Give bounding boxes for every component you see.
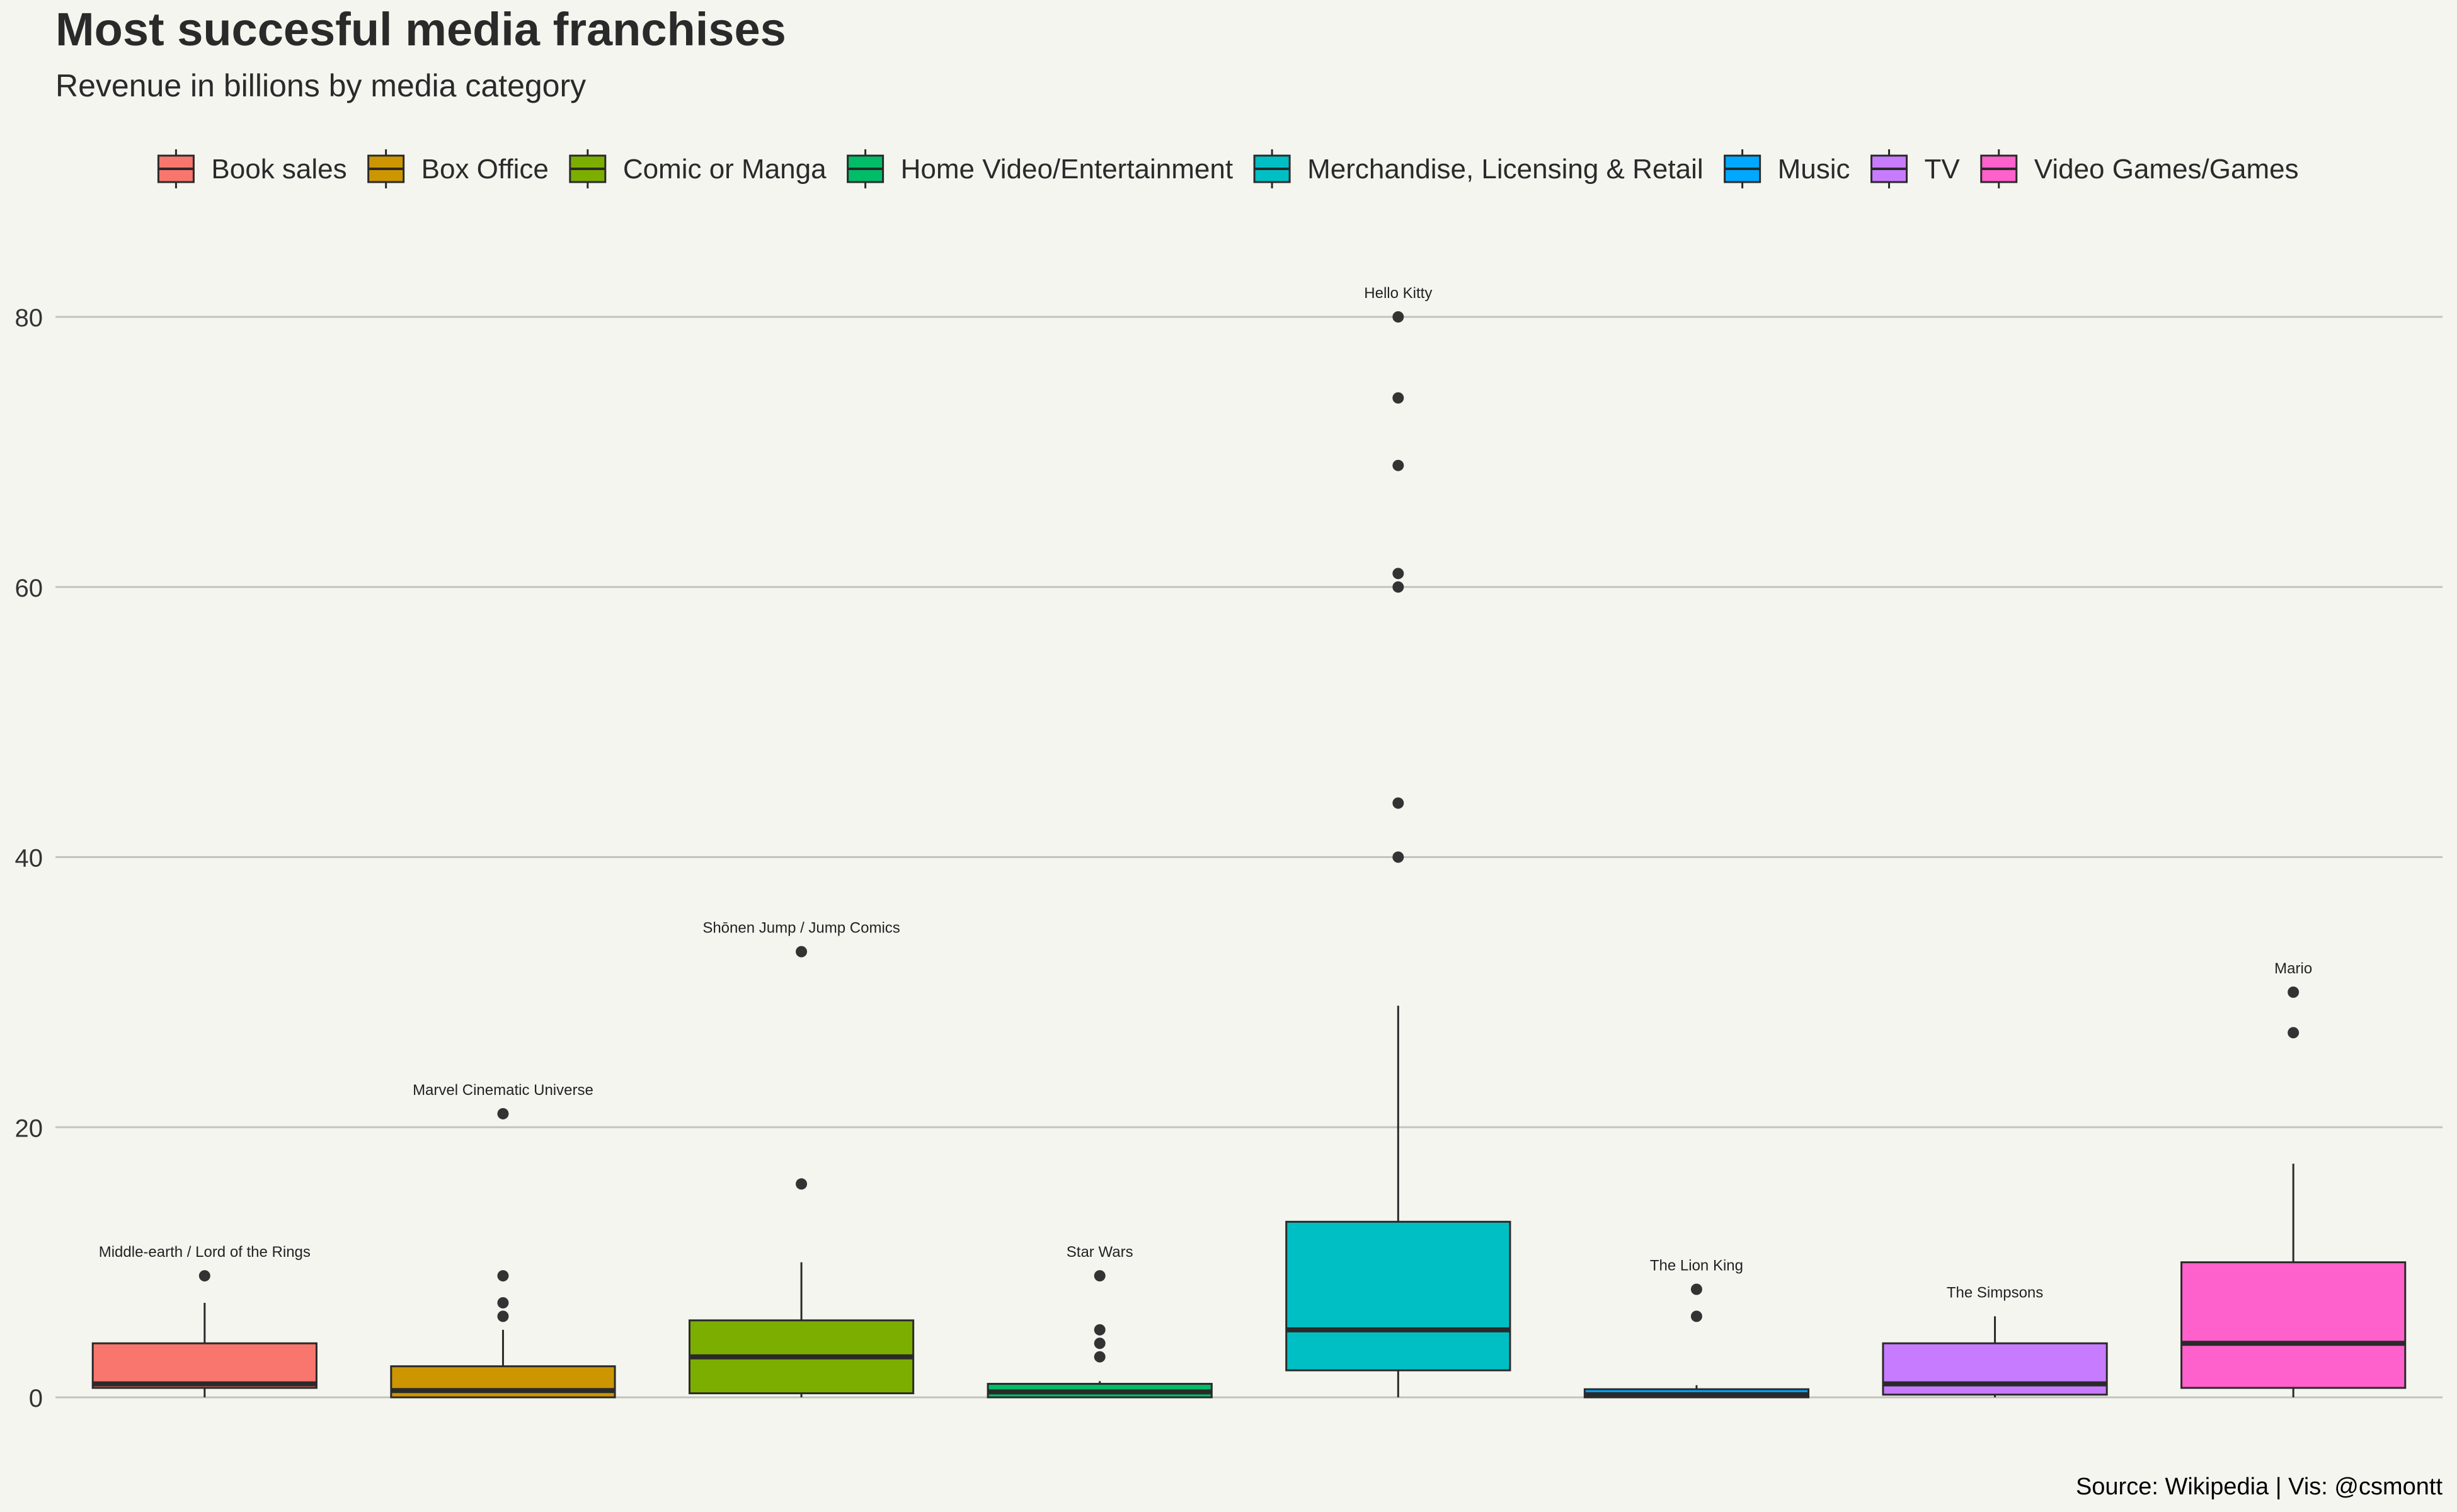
legend-item: TV: [1870, 149, 1961, 188]
franchise-label: Star Wars: [1067, 1244, 1133, 1261]
legend-item: Home Video/Entertainment: [847, 149, 1233, 188]
boxplots: [91, 311, 2407, 1399]
franchise-label: Shōnen Jump / Jump Comics: [702, 920, 900, 937]
outlier-point: [497, 1270, 509, 1282]
legend: Book sales Box Office Comic or Manga Home V…: [157, 149, 2299, 188]
y-tick-label: 20: [15, 1114, 43, 1142]
y-tick-label: 60: [15, 575, 43, 602]
legend-label: Book sales: [211, 154, 346, 185]
chart-subtitle: Revenue in billions by media category: [55, 68, 586, 103]
outlier-point: [497, 1108, 509, 1120]
legend-item: Merchandise, Licensing & Retail: [1253, 149, 1704, 188]
outlier-point: [1094, 1351, 1106, 1363]
outlier-point: [1392, 568, 1404, 580]
y-tick-label: 80: [15, 304, 43, 332]
chart-title: Most succesful media franchises: [55, 3, 786, 55]
y-tick-label: 0: [29, 1385, 43, 1412]
legend-label: Box Office: [421, 154, 549, 185]
box: [2180, 1261, 2407, 1389]
outlier-point: [1392, 851, 1404, 863]
legend-label: Comic or Manga: [623, 154, 827, 185]
outlier-point: [1094, 1324, 1106, 1336]
legend-item: Video Games/Games: [1980, 149, 2299, 188]
franchise-label: Marvel Cinematic Universe: [413, 1082, 593, 1099]
outlier-point: [497, 1310, 509, 1322]
franchise-label: Mario: [2274, 960, 2312, 977]
outlier-point: [1392, 797, 1404, 809]
outlier-point: [2288, 1027, 2300, 1039]
legend-item: Music: [1724, 149, 1850, 188]
outlier-point: [1392, 311, 1404, 323]
y-tick-label: 40: [15, 845, 43, 873]
outlier-point: [1392, 392, 1404, 404]
boxplot-group: [390, 1108, 616, 1399]
y-axis: 0 20 40 60 80: [15, 304, 43, 1412]
outlier-point: [1690, 1283, 1702, 1295]
chart-caption: Source: Wikipedia | Vis: @csmontt: [2076, 1474, 2443, 1500]
outlier-point: [1094, 1270, 1106, 1282]
legend-item: Box Office: [367, 149, 549, 188]
box: [1882, 1342, 2108, 1396]
box: [91, 1342, 318, 1389]
boxplot-group: [1285, 311, 1511, 1397]
outlier-point: [497, 1297, 509, 1309]
outlier-point: [2288, 986, 2300, 998]
franchise-label: The Lion King: [1650, 1257, 1743, 1274]
outlier-point: [796, 1178, 808, 1190]
boxplot-group: [688, 946, 915, 1397]
boxplot-group: [2180, 986, 2407, 1397]
franchise-label: Hello Kitty: [1364, 285, 1432, 302]
grid: [55, 316, 2443, 1399]
legend-item: Comic or Manga: [569, 149, 827, 188]
boxplot-group: [987, 1270, 1213, 1399]
boxplot-group: [1583, 1283, 1810, 1399]
outlier-point: [796, 946, 808, 958]
outlier-point: [1392, 459, 1404, 471]
box: [1285, 1220, 1511, 1372]
legend-label: Merchandise, Licensing & Retail: [1307, 154, 1704, 185]
outlier-point: [198, 1270, 210, 1282]
legend-label: Music: [1778, 154, 1850, 185]
outlier-point: [1690, 1310, 1702, 1322]
outlier-labels: Middle-earth / Lord of the Rings Marvel C…: [99, 285, 2312, 1301]
legend-item: Book sales: [157, 149, 347, 188]
franchise-label: Middle-earth / Lord of the Rings: [99, 1244, 311, 1261]
legend-label: TV: [1925, 154, 1961, 185]
franchise-label: The Simpsons: [1947, 1284, 2043, 1301]
outlier-point: [1392, 581, 1404, 593]
boxplot-group: [1882, 1316, 2108, 1397]
legend-label: Home Video/Entertainment: [901, 154, 1233, 185]
outlier-point: [1094, 1337, 1106, 1349]
boxplot-group: [91, 1270, 318, 1397]
legend-label: Video Games/Games: [2034, 154, 2299, 185]
